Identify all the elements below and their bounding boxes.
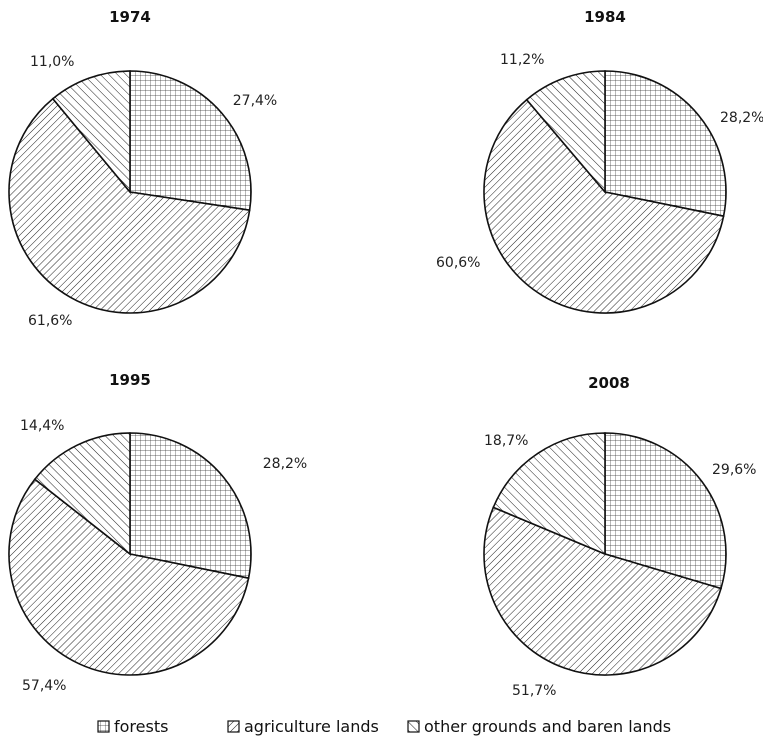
data-label-other-grounds-and-baren-lands: 14,4%	[20, 418, 64, 434]
legend-label-forests: forests	[114, 717, 168, 736]
chart-title: 1974	[109, 8, 151, 26]
legend-swatch-other-grounds-and-baren-lands	[407, 720, 420, 733]
pie-chart-1984: 1984 28,2% 60,6% 11,2%	[436, 8, 763, 314]
pie-slice-agriculture-lands	[483, 98, 725, 314]
pie-slice-other-grounds-and-baren-lands	[525, 70, 606, 195]
data-label-agriculture-lands: 57,4%	[22, 678, 66, 694]
legend-label-other-grounds-and-baren-lands: other grounds and baren lands	[424, 717, 671, 736]
data-label-agriculture-lands: 60,6%	[436, 255, 480, 271]
legend-swatch-forests	[97, 720, 110, 733]
pie-slice-agriculture-lands	[8, 97, 251, 314]
pie-slice-agriculture-lands	[483, 506, 722, 676]
pie-chart-1974: 1974 27,4% 61,6% 11,0%	[8, 8, 277, 329]
chart-title: 1984	[584, 8, 626, 26]
data-label-other-grounds-and-baren-lands: 18,7%	[484, 433, 528, 449]
pie-slice-other-grounds-and-baren-lands	[51, 70, 131, 195]
pie-slice-forests	[604, 432, 727, 590]
pie-slice-forests	[604, 70, 727, 218]
pie-slice-other-grounds-and-baren-lands	[33, 432, 131, 556]
pie-slice-agriculture-lands	[8, 478, 250, 676]
data-label-agriculture-lands: 51,7%	[512, 683, 556, 699]
data-label-agriculture-lands: 61,6%	[28, 313, 72, 329]
pie-chart-1995: 1995 28,2% 57,4% 14,4%	[8, 371, 307, 694]
data-label-forests: 27,4%	[233, 93, 277, 109]
legend: forests agriculture lands other grounds an…	[97, 717, 671, 736]
data-label-other-grounds-and-baren-lands: 11,2%	[500, 52, 544, 68]
pie-slice-other-grounds-and-baren-lands	[492, 432, 606, 556]
pie-chart-2008: 2008 29,6% 51,7% 18,7%	[483, 374, 756, 699]
pie-slice-forests	[129, 432, 252, 580]
data-label-other-grounds-and-baren-lands: 11,0%	[30, 54, 74, 70]
legend-swatch-agriculture-lands	[227, 720, 240, 733]
data-label-forests: 28,2%	[720, 110, 763, 126]
chart-title: 1995	[109, 371, 151, 389]
chart-title: 2008	[588, 374, 630, 392]
data-label-forests: 28,2%	[263, 456, 307, 472]
data-label-forests: 29,6%	[712, 462, 756, 478]
legend-label-agriculture-lands: agriculture lands	[244, 717, 379, 736]
pie-slice-forests	[129, 70, 252, 212]
